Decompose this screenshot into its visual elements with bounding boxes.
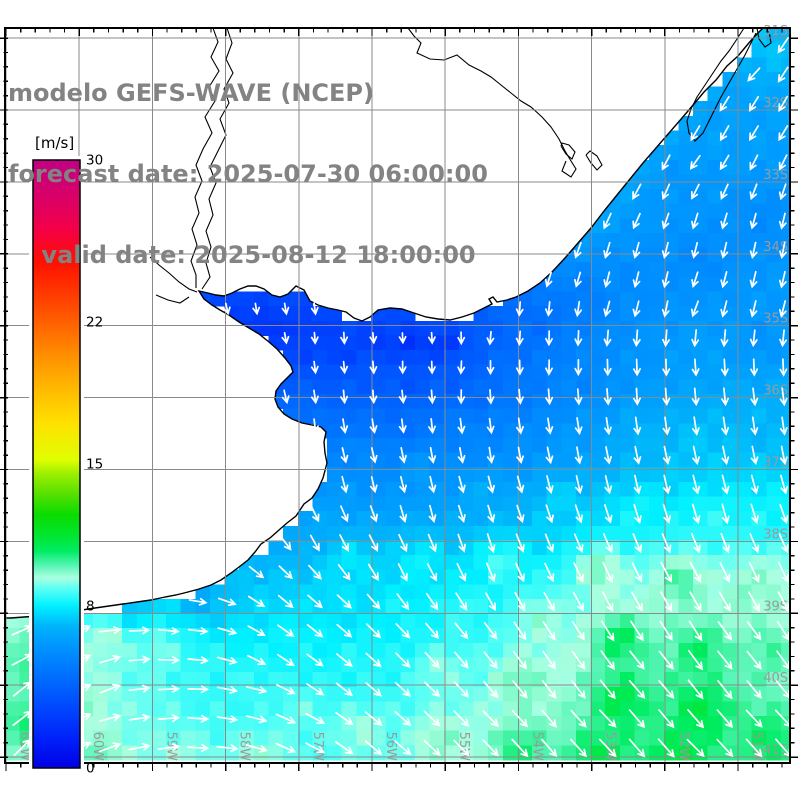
lon-label: 59W [163,732,178,762]
wind-direction-arrows [11,37,793,758]
colorbar-tick-label: 22 [86,315,103,331]
lon-label: 54W [529,732,544,762]
ocean-grid-cells [5,28,791,761]
colorbar-tick-label: 8 [86,598,95,614]
lon-label: 57W [310,732,325,762]
lat-label: 41S [763,743,788,758]
colorbar-unit-label: [m/s] [35,134,74,152]
lat-label: 38S [763,527,788,542]
lat-label: 39S [763,599,788,614]
colorbar-tick-label: 30 [86,153,103,169]
lat-label: 32S [763,96,788,111]
colorbar [29,156,84,772]
lon-label: 55W [456,732,471,762]
lon-label: 60W [90,732,105,762]
lat-label: 36S [763,384,788,399]
axis-ticks [0,28,798,771]
lon-label: 52W [676,732,691,762]
lat-label: 34S [763,240,788,255]
lat-label: 33S [763,168,788,183]
lat-label: 40S [763,671,788,686]
colorbar-labels: [m/s] 30 22 15 8 0 [35,134,103,777]
colorbar-tick-label: 15 [86,457,103,473]
coastline [5,27,764,619]
lon-label: 58W [237,732,252,762]
lon-label: 56W [383,732,398,762]
land-mass [5,28,763,618]
colorbar-gradient [32,159,81,769]
map-frame [4,27,791,764]
colorbar-tick-label: 0 [86,761,95,777]
